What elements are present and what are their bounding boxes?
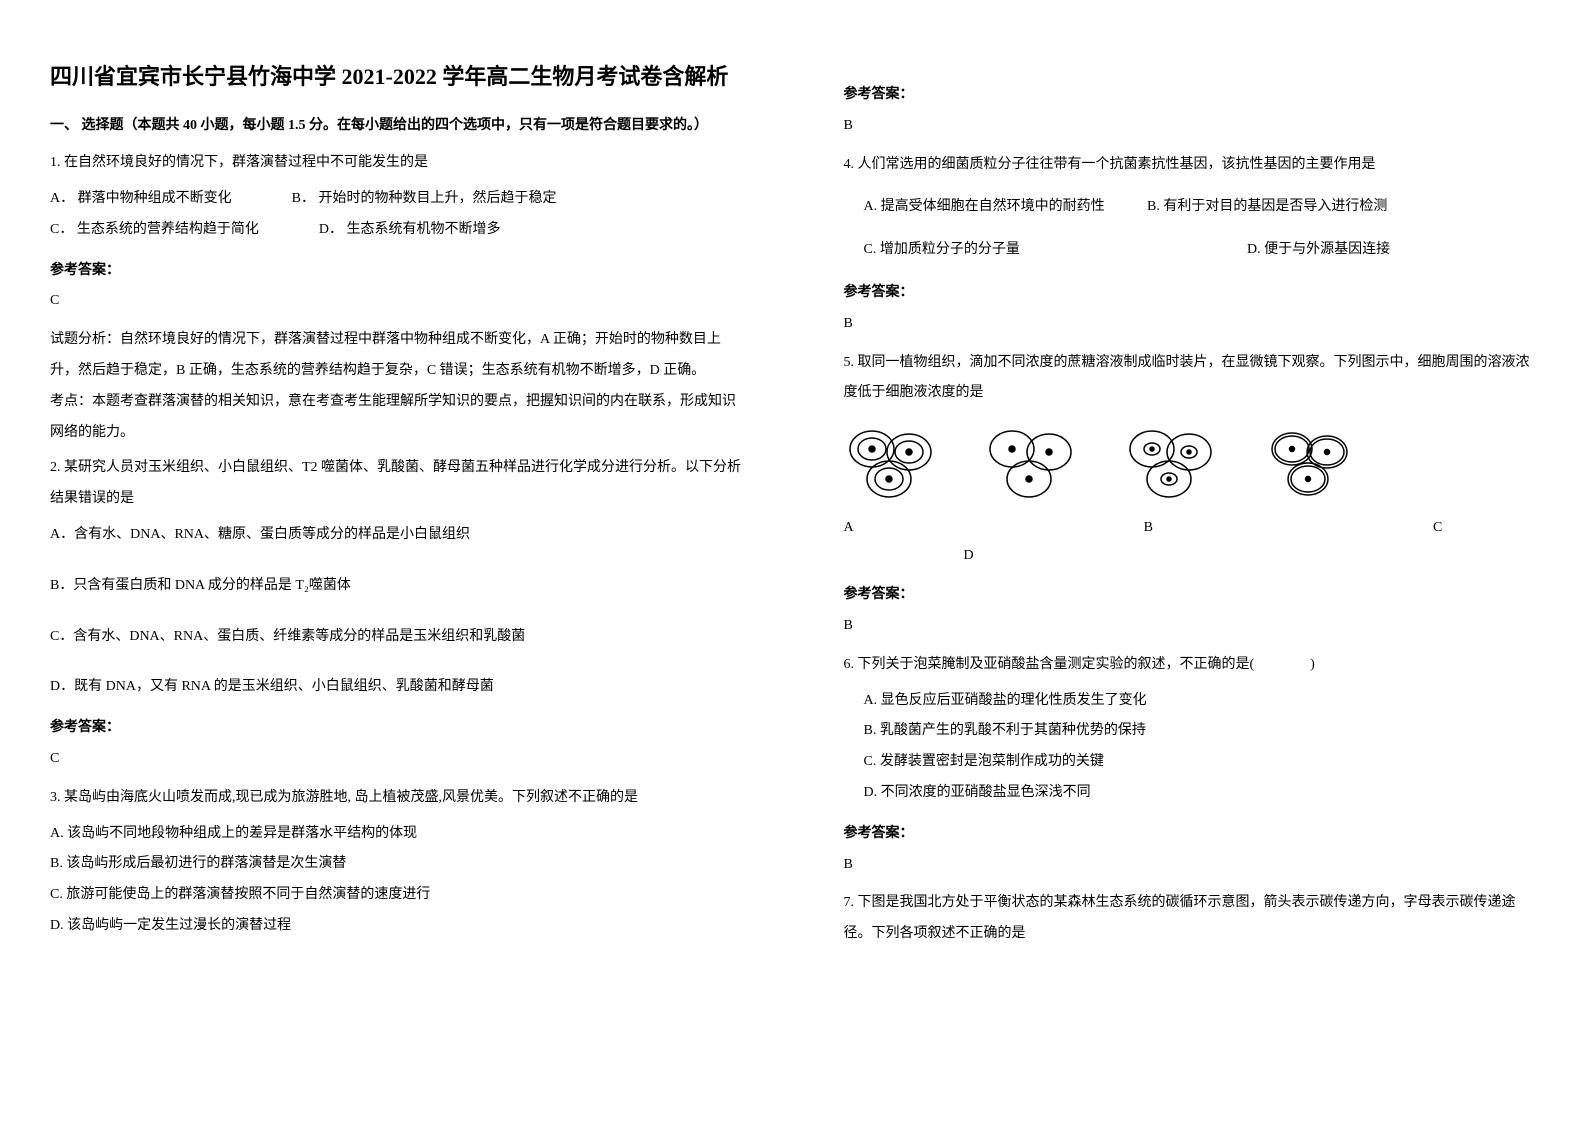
- right-column: 参考答案： B 4. 人们常选用的细菌质粒分子往往带有一个抗菌素抗性基因，该抗性…: [794, 0, 1587, 1122]
- q3-answer: B: [844, 111, 1538, 142]
- q4-option-c: C. 增加质粒分子的分子量: [844, 235, 1244, 266]
- q6-stem: 6. 下列关于泡菜腌制及亚硝酸盐含量测定实验的叙述，不正确的是( ): [844, 650, 1538, 681]
- q2-stem: 2. 某研究人员对玉米组织、小白鼠组织、T2 噬菌体、乳酸菌、酵母菌五种样品进行…: [50, 453, 744, 515]
- q1-options-row2: C． 生态系统的营养结构趋于简化 D． 生态系统有机物不断增多: [50, 215, 744, 246]
- q1-analysis2: 考点：本题考查群落演替的相关知识，意在考查考生能理解所学知识的要点，把握知识间的…: [50, 387, 744, 449]
- cell-diagram-d: [1264, 424, 1364, 499]
- q3-option-d: D. 该岛屿屿一定发生过漫长的演替过程: [50, 911, 744, 942]
- q1-option-d: D． 生态系统有机物不断增多: [319, 215, 501, 246]
- q3-option-c: C. 旅游可能使岛上的群落演替按照不同于自然演替的速度进行: [50, 880, 744, 911]
- q4-answer-label: 参考答案：: [844, 278, 1538, 309]
- q1-option-b: B． 开始时的物种数目上升，然后趋于稳定: [292, 184, 557, 215]
- q6-option-d: D. 不同浓度的亚硝酸盐显色深浅不同: [844, 778, 1538, 809]
- cell-diagrams: [844, 424, 1538, 499]
- q3-answer-label: 参考答案：: [844, 80, 1538, 111]
- q1-analysis1: 试题分析：自然环境良好的情况下，群落演替过程中群落中物种组成不断变化，A 正确；…: [50, 325, 744, 387]
- document-title: 四川省宜宾市长宁县竹海中学 2021-2022 学年高二生物月考试卷含解析: [50, 60, 744, 93]
- q2-option-c: C．含有水、DNA、RNA、蛋白质、纤维素等成分的样品是玉米组织和乳酸菌: [50, 622, 744, 653]
- q1-option-a: A． 群落中物种组成不断变化: [50, 184, 232, 215]
- q2-option-d: D．既有 DNA，又有 RNA 的是玉米组织、小白鼠组织、乳酸菌和酵母菌: [50, 672, 744, 703]
- q1-options-row1: A． 群落中物种组成不断变化 B． 开始时的物种数目上升，然后趋于稳定: [50, 184, 744, 215]
- q3-option-b: B. 该岛屿形成后最初进行的群落演替是次生演替: [50, 849, 744, 880]
- q1-answer-label: 参考答案：: [50, 256, 744, 287]
- section-header: 一、 选择题（本题共 40 小题，每小题 1.5 分。在每小题给出的四个选项中，…: [50, 113, 744, 138]
- q2-option-b: B．只含有蛋白质和 DNA 成分的样品是 T₂噬菌体: [50, 571, 744, 602]
- q2-answer-label: 参考答案：: [50, 713, 744, 744]
- q3-option-a: A. 该岛屿不同地段物种组成上的差异是群落水平结构的体现: [50, 819, 744, 850]
- q4-option-d: D. 便于与外源基因连接: [1247, 235, 1390, 266]
- q4-options-row2: C. 增加质粒分子的分子量 D. 便于与外源基因连接: [844, 235, 1538, 266]
- q2-option-a: A．含有水、DNA、RNA、糖原、蛋白质等成分的样品是小白鼠组织: [50, 520, 744, 551]
- q4-answer: B: [844, 309, 1538, 340]
- q4-options-row1: A. 提高受体细胞在自然环境中的耐药性 B. 有利于对目的基因是否导入进行检测: [844, 192, 1538, 223]
- q4-stem: 4. 人们常选用的细菌质粒分子往往带有一个抗菌素抗性基因，该抗性基因的主要作用是: [844, 150, 1538, 181]
- q5-answer-label: 参考答案：: [844, 580, 1538, 611]
- q4-option-a: A. 提高受体细胞在自然环境中的耐药性: [844, 192, 1144, 223]
- cell-diagram-a: [844, 424, 944, 499]
- q1-answer: C: [50, 286, 744, 317]
- cell-diagram-c: [1124, 424, 1224, 499]
- q5-answer: B: [844, 611, 1538, 642]
- q2-answer: C: [50, 744, 744, 775]
- q5-stem: 5. 取同一植物组织，滴加不同浓度的蔗糖溶液制成临时装片，在显微镜下观察。下列图…: [844, 348, 1538, 410]
- q5-label-a: A: [844, 514, 854, 542]
- q4-option-b: B. 有利于对目的基因是否导入进行检测: [1147, 192, 1387, 223]
- q5-label-b: B: [1144, 514, 1153, 542]
- q5-labels-row1: A B C: [844, 514, 1538, 542]
- q6-option-a: A. 显色反应后亚硝酸盐的理化性质发生了变化: [844, 686, 1538, 717]
- q5-label-c: C: [1433, 514, 1442, 542]
- q6-answer: B: [844, 850, 1538, 881]
- cell-diagram-b: [984, 424, 1084, 499]
- q7-stem: 7. 下图是我国北方处于平衡状态的某森林生态系统的碳循环示意图，箭头表示碳传递方…: [844, 888, 1538, 950]
- q6-option-b: B. 乳酸菌产生的乳酸不利于其菌种优势的保持: [844, 716, 1538, 747]
- q1-stem: 1. 在自然环境良好的情况下，群落演替过程中不可能发生的是: [50, 148, 744, 179]
- q5-label-d: D: [964, 542, 1538, 570]
- q3-stem: 3. 某岛屿由海底火山喷发而成,现已成为旅游胜地, 岛上植被茂盛,风景优美。下列…: [50, 783, 744, 814]
- q6-option-c: C. 发酵装置密封是泡菜制作成功的关键: [844, 747, 1538, 778]
- q6-answer-label: 参考答案：: [844, 819, 1538, 850]
- q1-option-c: C． 生态系统的营养结构趋于简化: [50, 215, 259, 246]
- left-column: 四川省宜宾市长宁县竹海中学 2021-2022 学年高二生物月考试卷含解析 一、…: [0, 0, 794, 1122]
